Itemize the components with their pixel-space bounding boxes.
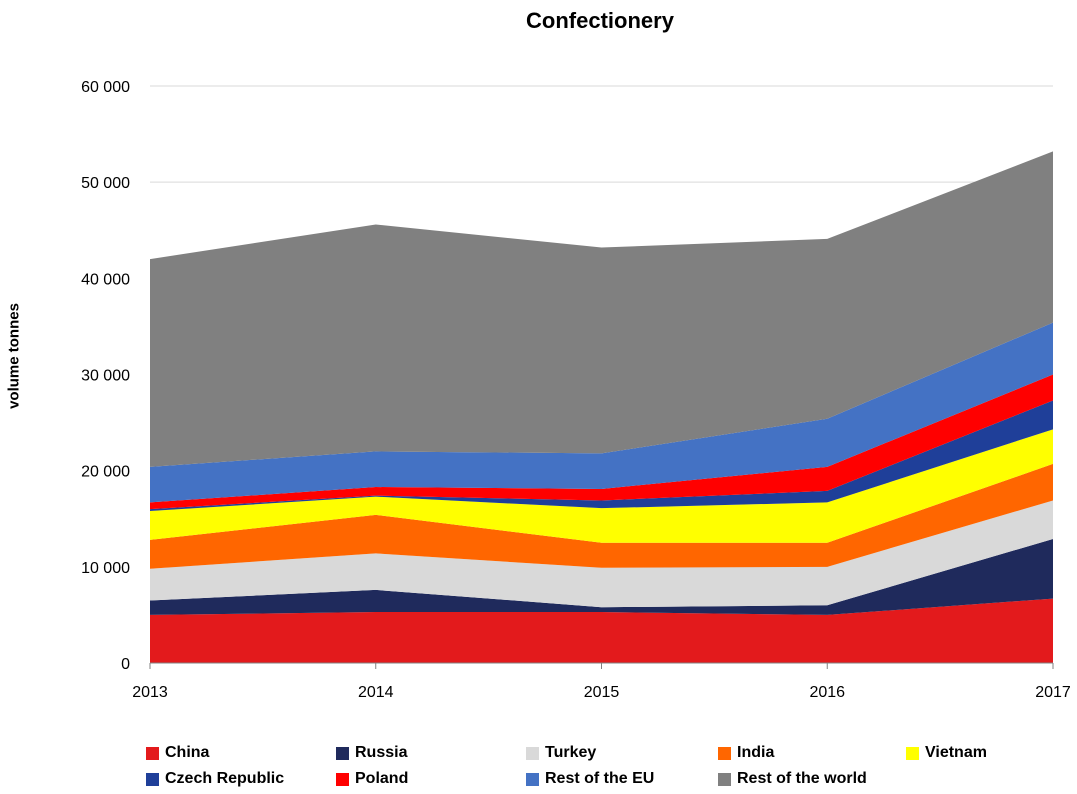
series-areas bbox=[150, 151, 1053, 663]
legend-swatch bbox=[146, 746, 159, 760]
legend-swatch bbox=[906, 746, 919, 760]
legend-label: China bbox=[165, 744, 210, 761]
legend-label: Czech Republic bbox=[165, 770, 285, 787]
legend-swatch bbox=[146, 772, 159, 786]
legend-swatch bbox=[526, 772, 539, 786]
series-area-poland bbox=[150, 374, 1053, 510]
y-tick-label: 60 000 bbox=[81, 79, 130, 96]
legend-swatch bbox=[526, 746, 539, 760]
legend-label: Rest of the world bbox=[737, 770, 867, 787]
legend-item: China bbox=[146, 744, 209, 762]
legend-label: Rest of the EU bbox=[545, 770, 655, 787]
legend-label: Russia bbox=[355, 744, 408, 761]
series-area-vietnam bbox=[150, 429, 1053, 543]
legend-item: Rest of the EU bbox=[526, 770, 654, 788]
legend-swatch bbox=[336, 772, 349, 786]
series-area-rest-of-the-eu bbox=[150, 322, 1053, 503]
legend-label: India bbox=[737, 744, 775, 761]
y-tick-label: 0 bbox=[121, 656, 130, 673]
legend-item: Czech Republic bbox=[146, 770, 284, 788]
series-area-turkey bbox=[150, 500, 1053, 608]
series-area-rest-of-the-world bbox=[150, 151, 1053, 467]
chart-plot-area: 0 10 000 20 000 30 000 40 000 50 000 60 000 201… bbox=[81, 79, 1071, 701]
chart-title: Confectionery bbox=[526, 8, 674, 33]
y-tick-label: 30 000 bbox=[81, 368, 130, 385]
series-area-russia bbox=[150, 538, 1053, 615]
series-area-india bbox=[150, 463, 1053, 569]
y-tick-label: 10 000 bbox=[81, 560, 130, 577]
legend-item: Rest of the world bbox=[718, 770, 867, 788]
legend-item: Poland bbox=[336, 770, 408, 788]
axes: 0 10 000 20 000 30 000 40 000 50 000 60 000 201… bbox=[81, 79, 1071, 701]
legend-swatch bbox=[718, 772, 731, 786]
x-tick-label: 2017 bbox=[1035, 684, 1071, 701]
legend-swatch bbox=[336, 746, 349, 760]
series-area-china bbox=[150, 598, 1053, 663]
y-tick-label: 20 000 bbox=[81, 464, 130, 481]
legend-item: Vietnam bbox=[906, 744, 987, 762]
legend-item: Russia bbox=[336, 744, 407, 762]
y-tick-label: 50 000 bbox=[81, 175, 130, 192]
legend-label: Poland bbox=[355, 770, 409, 787]
x-tick-label: 2014 bbox=[358, 684, 394, 701]
legend-label: Vietnam bbox=[925, 744, 987, 761]
legend-swatch bbox=[718, 746, 731, 760]
legend-item: India bbox=[718, 744, 774, 762]
x-tick-label: 2013 bbox=[132, 684, 168, 701]
x-tick-label: 2016 bbox=[809, 684, 845, 701]
y-tick-label: 40 000 bbox=[81, 271, 130, 288]
x-tick-label: 2015 bbox=[584, 684, 620, 701]
legend-item: Turkey bbox=[526, 744, 596, 762]
legend-label: Turkey bbox=[545, 744, 597, 761]
